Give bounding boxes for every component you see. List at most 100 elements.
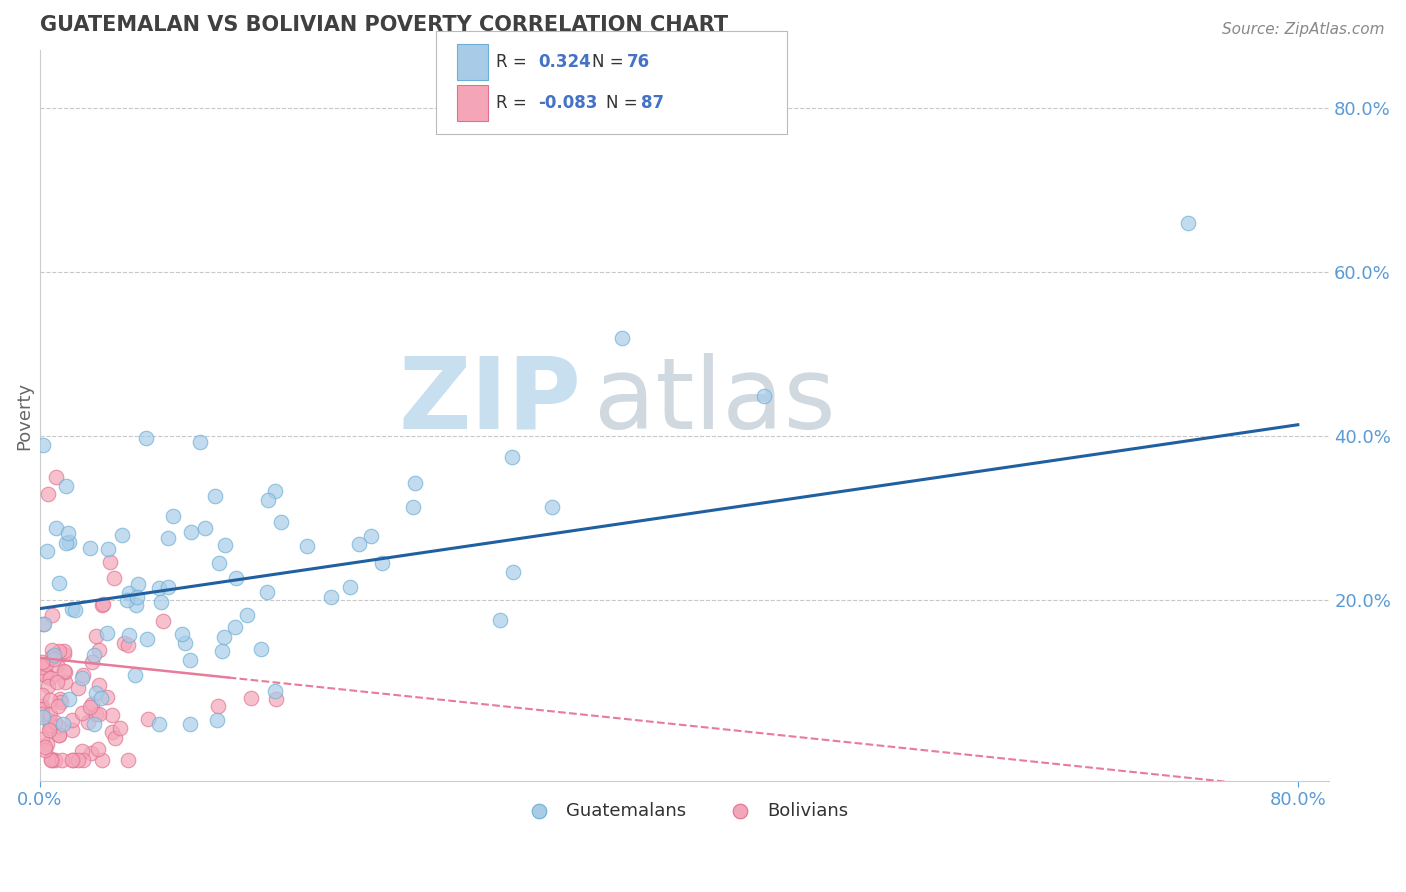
Point — [91, 597, 114, 611]
Point — [44, 714, 66, 729]
Point — [502, 565, 524, 579]
Point — [67, 681, 90, 695]
Point — [53, 664, 76, 678]
Point — [44, 648, 66, 663]
Point — [51, 754, 73, 768]
Point — [48, 644, 70, 658]
Point — [60, 723, 83, 737]
Point — [39, 692, 62, 706]
Point — [98, 555, 121, 569]
Y-axis label: Poverty: Poverty — [15, 382, 32, 450]
Point — [115, 593, 138, 607]
Point — [63, 603, 86, 617]
Point — [360, 529, 382, 543]
Point — [214, 630, 236, 644]
Point — [205, 713, 228, 727]
Point — [1177, 216, 1199, 230]
Point — [39, 706, 62, 721]
Point — [31, 701, 53, 715]
Point — [117, 754, 139, 768]
Point — [79, 541, 101, 556]
Point — [136, 632, 159, 647]
Point — [31, 616, 53, 631]
Point — [157, 531, 180, 545]
Point — [263, 484, 285, 499]
Point — [111, 528, 134, 542]
Point — [37, 486, 59, 500]
Point — [207, 698, 229, 713]
Point — [83, 716, 105, 731]
Text: N =: N = — [606, 95, 643, 112]
Point — [148, 581, 170, 595]
Point — [80, 746, 103, 760]
Point — [41, 607, 63, 622]
Text: 76: 76 — [627, 53, 650, 70]
Point — [204, 489, 226, 503]
Point — [58, 692, 80, 706]
Point — [48, 576, 70, 591]
Point — [224, 572, 246, 586]
Text: Source: ZipAtlas.com: Source: ZipAtlas.com — [1222, 22, 1385, 37]
Point — [80, 655, 103, 669]
Point — [35, 669, 58, 683]
Point — [124, 668, 146, 682]
Point — [188, 434, 211, 449]
Point — [157, 580, 180, 594]
Point — [401, 500, 423, 514]
Point — [754, 389, 776, 403]
Point — [180, 524, 202, 539]
Point — [96, 690, 118, 704]
Point — [236, 608, 259, 623]
Point — [39, 754, 62, 768]
Point — [38, 713, 60, 727]
Point — [91, 754, 114, 768]
Point — [34, 743, 56, 757]
Point — [97, 542, 120, 557]
Point — [118, 586, 141, 600]
Point — [45, 521, 67, 535]
Point — [52, 644, 75, 658]
Point — [347, 537, 370, 551]
Point — [38, 717, 60, 731]
Point — [112, 636, 135, 650]
Point — [45, 470, 67, 484]
Point — [148, 716, 170, 731]
Point — [125, 590, 148, 604]
Point — [250, 642, 273, 657]
Point — [83, 648, 105, 663]
Point — [211, 644, 233, 658]
Point — [72, 744, 94, 758]
Point — [96, 625, 118, 640]
Point — [89, 643, 111, 657]
Point — [62, 754, 84, 768]
Point — [89, 706, 111, 721]
Legend: Guatemalans, Bolivians: Guatemalans, Bolivians — [513, 794, 856, 827]
Point — [31, 660, 53, 674]
Point — [87, 678, 110, 692]
Text: ZIP: ZIP — [398, 352, 582, 450]
Point — [489, 613, 512, 627]
Point — [56, 525, 79, 540]
Point — [48, 728, 70, 742]
Point — [46, 657, 69, 672]
Point — [371, 557, 394, 571]
Point — [174, 635, 197, 649]
Point — [117, 638, 139, 652]
Point — [541, 500, 564, 515]
Point — [31, 688, 53, 702]
Point — [179, 653, 201, 667]
Point — [38, 721, 60, 735]
Point — [208, 556, 231, 570]
Point — [84, 686, 107, 700]
Point — [34, 739, 56, 754]
Point — [37, 679, 59, 693]
Text: R =: R = — [496, 95, 533, 112]
Point — [35, 657, 58, 672]
Point — [49, 695, 72, 709]
Point — [31, 655, 53, 669]
Point — [72, 754, 94, 768]
Point — [136, 712, 159, 726]
Point — [257, 492, 280, 507]
Point — [108, 721, 131, 735]
Point — [224, 620, 246, 634]
